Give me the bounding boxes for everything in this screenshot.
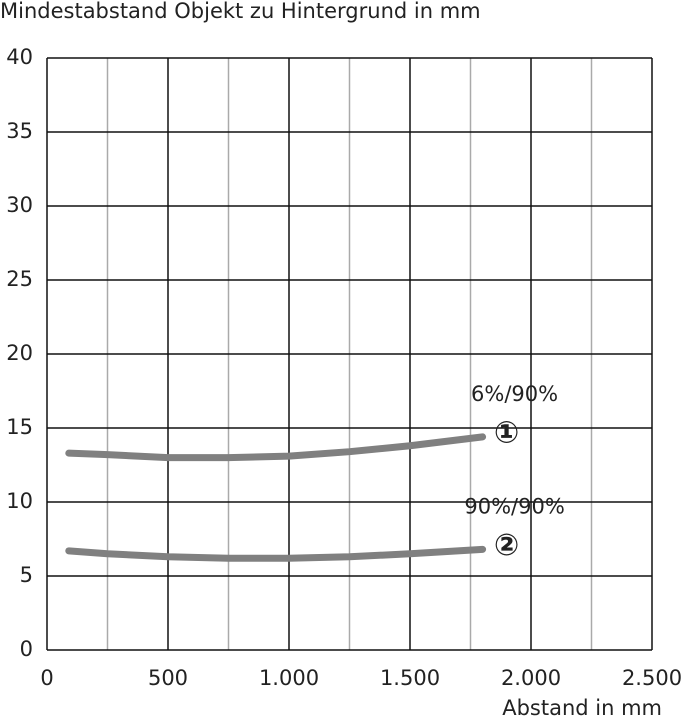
y-tick-label: 15: [6, 415, 33, 439]
series-label: 90%/90%: [464, 494, 564, 518]
y-tick-label: 30: [6, 193, 33, 217]
chart-title: Mindestabstand Objekt zu Hintergrund in …: [0, 0, 481, 23]
x-tick-label: 500: [148, 666, 188, 690]
series-marker: ②: [494, 528, 519, 563]
x-tick-label: 1.000: [259, 666, 319, 690]
x-axis-title: Abstand in mm: [502, 696, 662, 720]
y-tick-label: 35: [6, 119, 33, 143]
y-tick-label: 40: [6, 45, 33, 69]
y-tick-label: 20: [6, 341, 33, 365]
x-tick-label: 2.000: [501, 666, 561, 690]
line-series: [65, 545, 487, 562]
x-tick-label: 2.500: [622, 666, 682, 690]
series-marker: ①: [494, 415, 519, 450]
x-tick-label: 0: [40, 666, 53, 690]
y-tick-label: 25: [6, 267, 33, 291]
series-label: 6%/90%: [471, 382, 558, 406]
y-tick-label: 0: [20, 637, 33, 661]
y-tick-label: 10: [6, 489, 33, 513]
x-tick-label: 1.500: [380, 666, 440, 690]
line-series: [65, 433, 487, 462]
y-tick-label: 5: [20, 563, 33, 587]
